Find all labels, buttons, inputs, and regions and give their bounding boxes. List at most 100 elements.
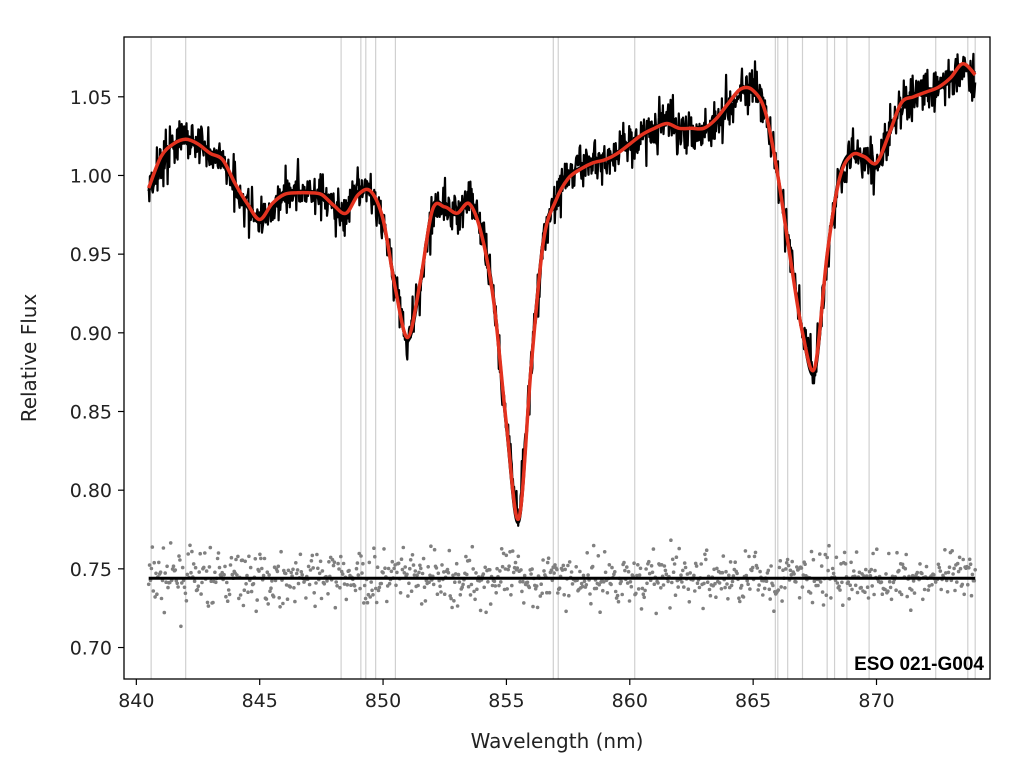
residual-point: [602, 580, 606, 584]
residual-point: [714, 595, 718, 599]
residual-point: [637, 573, 642, 577]
residual-point: [164, 580, 168, 584]
residual-point: [910, 573, 915, 578]
residual-point: [585, 551, 589, 555]
residual-point: [649, 564, 654, 568]
residual-point: [819, 564, 824, 568]
residual-point: [762, 586, 767, 591]
residual-point: [439, 590, 443, 594]
residual-point: [669, 538, 673, 542]
residual-point: [408, 558, 413, 562]
residual-points-group: [146, 538, 977, 629]
residual-point: [794, 580, 798, 584]
residual-point: [193, 565, 198, 570]
residual-point: [229, 555, 234, 560]
residual-point: [426, 565, 431, 569]
residual-point: [205, 600, 210, 605]
residual-point: [190, 549, 194, 554]
residual-point: [591, 543, 596, 548]
residual-point: [727, 573, 731, 578]
residual-point: [472, 589, 476, 594]
residual-point: [724, 569, 728, 574]
residual-point: [897, 568, 901, 573]
residual-point: [538, 594, 543, 598]
residual-point: [223, 564, 227, 569]
residual-point: [932, 573, 936, 577]
residual-point: [293, 599, 297, 604]
residual-point: [362, 601, 366, 605]
x-axis-ticks: 840 845 850 855 860 865 870: [118, 679, 895, 712]
residual-point: [871, 551, 875, 556]
y-tick-label: 1.05: [70, 87, 112, 109]
residual-point: [967, 565, 971, 570]
residual-point: [400, 567, 405, 572]
residual-point: [909, 608, 913, 612]
residual-point: [643, 588, 647, 593]
residual-point: [381, 570, 385, 575]
residual-point: [605, 591, 610, 595]
residual-point: [410, 553, 415, 557]
residual-point: [598, 610, 602, 614]
residual-point: [956, 569, 961, 574]
residual-point: [281, 601, 285, 606]
residual-point: [394, 583, 398, 588]
residual-point: [741, 595, 746, 599]
residual-point: [534, 584, 539, 588]
residual-point: [837, 584, 841, 589]
residual-point: [405, 572, 409, 577]
residual-point: [326, 592, 330, 596]
residual-point: [521, 579, 525, 584]
residual-point: [213, 570, 217, 575]
residual-point: [469, 582, 474, 587]
residual-point: [356, 573, 361, 577]
residual-point: [240, 558, 245, 562]
residual-point: [789, 573, 794, 577]
residual-point: [474, 571, 478, 575]
residual-point: [183, 591, 188, 596]
residual-point: [911, 579, 916, 583]
residual-point: [376, 588, 381, 593]
residual-point: [589, 601, 593, 606]
residual-point: [636, 563, 640, 567]
residual-point: [178, 558, 182, 562]
residual-point: [560, 568, 565, 572]
residual-point: [797, 596, 802, 600]
x-tick-label: 855: [488, 690, 524, 712]
residual-point: [295, 568, 300, 572]
residual-point: [510, 583, 514, 588]
residual-point: [899, 592, 904, 597]
residual-point: [519, 568, 523, 572]
residual-point: [288, 585, 293, 589]
residual-point: [808, 591, 813, 595]
residual-point: [596, 554, 601, 558]
residual-point: [179, 624, 183, 629]
residual-point: [395, 570, 399, 575]
residual-point: [355, 561, 360, 565]
residual-point: [468, 593, 473, 597]
residual-point: [522, 601, 526, 605]
residual-point: [957, 555, 962, 560]
residual-point: [370, 588, 374, 593]
residual-point: [557, 586, 562, 590]
residual-point: [224, 594, 228, 599]
residual-point: [518, 579, 522, 584]
residual-point: [246, 590, 250, 594]
residual-point: [409, 589, 414, 593]
residual-point: [683, 565, 688, 570]
residual-point: [865, 585, 870, 589]
residual-point: [547, 590, 552, 595]
residual-point: [622, 560, 626, 565]
residual-point: [889, 597, 894, 602]
residual-point: [924, 564, 929, 569]
residual-point: [431, 582, 436, 587]
residual-point: [920, 571, 924, 576]
residual-point: [467, 558, 472, 563]
residual-point: [150, 545, 155, 549]
residual-point: [677, 546, 681, 551]
residual-point: [582, 579, 587, 584]
residual-point: [905, 594, 909, 599]
residual-point: [704, 548, 709, 552]
residual-point: [359, 554, 363, 558]
residual-point: [820, 590, 825, 594]
residual-point: [245, 573, 249, 578]
